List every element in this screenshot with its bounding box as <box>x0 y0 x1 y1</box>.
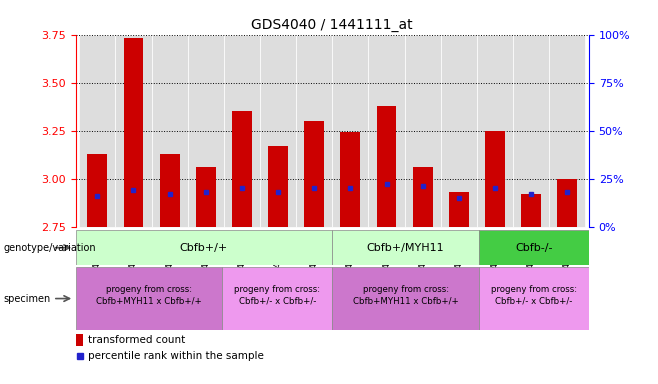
Text: progeny from cross:
Cbfb+MYH11 x Cbfb+/+: progeny from cross: Cbfb+MYH11 x Cbfb+/+ <box>353 285 459 305</box>
Text: specimen: specimen <box>3 293 51 304</box>
Bar <box>268 146 288 227</box>
FancyBboxPatch shape <box>405 35 441 227</box>
Text: genotype/variation: genotype/variation <box>3 243 96 253</box>
Bar <box>485 131 505 227</box>
Text: Cbfb+/MYH11: Cbfb+/MYH11 <box>367 243 444 253</box>
Text: transformed count: transformed count <box>88 335 186 345</box>
Bar <box>76 334 84 346</box>
Bar <box>557 179 577 227</box>
Bar <box>232 111 252 227</box>
FancyBboxPatch shape <box>513 35 549 227</box>
FancyBboxPatch shape <box>188 35 224 227</box>
FancyBboxPatch shape <box>332 35 368 227</box>
Bar <box>88 154 107 227</box>
FancyBboxPatch shape <box>115 35 151 227</box>
Bar <box>479 267 589 330</box>
Text: progeny from cross:
Cbfb+MYH11 x Cbfb+/+: progeny from cross: Cbfb+MYH11 x Cbfb+/+ <box>96 285 202 305</box>
Bar <box>332 267 479 330</box>
Bar <box>376 106 396 227</box>
Text: progeny from cross:
Cbfb+/- x Cbfb+/-: progeny from cross: Cbfb+/- x Cbfb+/- <box>491 285 577 305</box>
Bar <box>413 167 432 227</box>
FancyBboxPatch shape <box>368 35 405 227</box>
Bar <box>160 154 180 227</box>
Bar <box>340 132 361 227</box>
Text: Cbfb-/-: Cbfb-/- <box>515 243 553 253</box>
Bar <box>196 167 216 227</box>
Bar <box>304 121 324 227</box>
Bar <box>76 230 332 265</box>
Bar <box>76 267 222 330</box>
Bar <box>222 267 332 330</box>
FancyBboxPatch shape <box>549 35 586 227</box>
FancyBboxPatch shape <box>151 35 188 227</box>
Bar <box>449 192 468 227</box>
Title: GDS4040 / 1441111_at: GDS4040 / 1441111_at <box>251 18 413 32</box>
Bar <box>332 230 479 265</box>
FancyBboxPatch shape <box>441 35 477 227</box>
Bar <box>521 194 541 227</box>
Text: percentile rank within the sample: percentile rank within the sample <box>88 351 264 361</box>
FancyBboxPatch shape <box>477 35 513 227</box>
Bar <box>124 38 143 227</box>
Text: progeny from cross:
Cbfb+/- x Cbfb+/-: progeny from cross: Cbfb+/- x Cbfb+/- <box>234 285 320 305</box>
Text: Cbfb+/+: Cbfb+/+ <box>180 243 228 253</box>
FancyBboxPatch shape <box>260 35 296 227</box>
FancyBboxPatch shape <box>224 35 260 227</box>
Bar <box>479 230 589 265</box>
FancyBboxPatch shape <box>296 35 332 227</box>
FancyBboxPatch shape <box>79 35 115 227</box>
